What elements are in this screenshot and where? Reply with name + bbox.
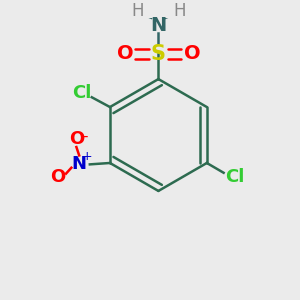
Text: N: N xyxy=(72,155,87,173)
Text: Cl: Cl xyxy=(72,84,92,102)
Text: O: O xyxy=(69,130,84,148)
Text: O: O xyxy=(51,168,66,186)
Text: +: + xyxy=(82,150,92,163)
Text: O: O xyxy=(184,44,200,63)
Text: N: N xyxy=(150,16,167,35)
Text: Cl: Cl xyxy=(225,168,244,186)
Text: O: O xyxy=(116,44,133,63)
Text: H: H xyxy=(173,2,186,20)
Text: H: H xyxy=(131,2,144,20)
Text: -: - xyxy=(82,129,88,144)
Text: S: S xyxy=(151,44,166,64)
